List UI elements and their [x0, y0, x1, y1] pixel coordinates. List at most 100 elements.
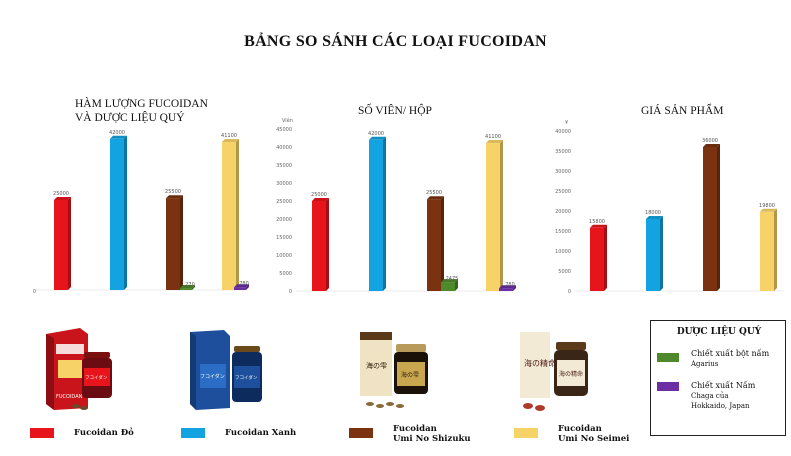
chart-2-bar-2 — [369, 136, 386, 291]
page-title: BẢNG SO SÁNH CÁC LOẠI FUCOIDAN — [244, 33, 547, 50]
legend-label-shizuku-line1: Fucoidan — [393, 424, 437, 434]
chart-2-y-tick-label: 25000 — [276, 199, 292, 205]
chart-2-y-tick-label: 5000 — [279, 271, 292, 277]
chart-1-bar-4 — [222, 139, 239, 290]
herb-legend-box: DƯỢC LIỆU QUÝ Chiết xuất bột nấm Agarius… — [650, 320, 786, 436]
fucoidan-red-package-icon: FUCOIDAN フコイダン — [46, 328, 112, 410]
chart-2-bar-1 — [312, 198, 329, 291]
chart-1-herb-data-label: 780 — [239, 281, 249, 287]
chart-3-y-tick-label: 10000 — [555, 249, 571, 255]
chart-3-title-line1: GIÁ SẢN PHẨM — [641, 105, 724, 117]
umi-no-shizuku-package-icon: 海の雫 海の雫 — [360, 332, 428, 408]
herb-swatch-green — [657, 353, 679, 362]
chart-3-data-label: 19800 — [759, 203, 775, 209]
chart-2-data-label: 25500 — [426, 190, 442, 196]
chart-1-herb-bar-2 — [234, 284, 249, 290]
chart-3-bar-4 — [760, 208, 777, 291]
legend-label-red: Fucoidan Đỏ — [74, 428, 134, 438]
chart-2-data-label: 42000 — [368, 131, 384, 137]
chart-2-y-tick-label: 35000 — [276, 163, 292, 169]
chart-1-title: HÀM LƯỢNG FUCOIDAN VÀ DƯỢC LIỆU QUÝ — [75, 97, 208, 125]
chart-2-y-tick-label: 15000 — [276, 235, 292, 241]
chart-3-data-label: 36000 — [702, 138, 718, 144]
legend-swatch-brown — [349, 428, 373, 438]
herb-chaga-line3: Hokkaido, Japan — [691, 402, 750, 410]
herb-swatch-purple — [657, 382, 679, 391]
chart-3-y-tick-label: 5000 — [558, 269, 571, 275]
chart-3-data-label: 15800 — [589, 219, 605, 225]
legend-label-seimei-line1: Fucoidan — [558, 424, 602, 434]
herb-chaga-line2: Chaga của — [691, 392, 729, 400]
chart-1-y-tick-label: 0 — [33, 289, 36, 295]
chart-3-data-label: 18000 — [645, 210, 661, 216]
chart-2-y-tick-label: 45000 — [276, 127, 292, 133]
chart-1-data-label: 41100 — [221, 133, 237, 139]
legend-swatch-yellow — [514, 428, 538, 438]
chart-2-y-tick-label: 40000 — [276, 145, 292, 151]
blue-jar-text: フコイダン — [235, 374, 258, 381]
chart-3-y-tick-label: 30000 — [555, 169, 571, 175]
chart-2-bar-3 — [427, 196, 444, 291]
chart-3-y-unit-label: ¥ — [565, 120, 568, 126]
legend-item-fucoidan-red: Fucoidan Đỏ — [30, 428, 134, 438]
chart-2-title: SỐ VIÊN/ HỘP — [358, 104, 432, 118]
chart-3-title: GIÁ SẢN PHẨM — [641, 104, 723, 118]
umi-no-seimei-package-icon: 海の精命 海の精命 — [520, 332, 588, 411]
chart-1-bar-3 — [166, 195, 183, 290]
chart-2-y-unit-label: Viên — [282, 117, 293, 124]
chart-2-herb-data-label: 780 — [505, 282, 515, 288]
chart-2-y-tick-label: 0 — [289, 289, 292, 295]
chart-2-herb-bar-2 — [499, 285, 516, 291]
legend-item-umi-no-shizuku: Fucoidan Umi No Shizuku — [349, 424, 471, 444]
chart-3-y-tick-label: 20000 — [555, 209, 571, 215]
chart-2-herb-data-label: 2475 — [446, 276, 459, 282]
chart-1-data-label: 42000 — [109, 130, 125, 136]
shizuku-box-text: 海の雫 — [366, 361, 387, 370]
chart-2-herb-bar-1 — [441, 279, 458, 291]
chart-1-herb-data-label: 270 — [185, 282, 195, 288]
chart-1-data-label: 25500 — [165, 189, 181, 195]
legend-item-umi-no-seimei: Fucoidan Umi No Seimei — [514, 424, 629, 444]
legend-swatch-red — [30, 428, 54, 438]
chart-3-bar-2 — [646, 216, 663, 291]
chart-2-bar-4 — [486, 140, 503, 291]
red-jar-text: フコイダン — [85, 374, 108, 381]
chart-1-herb-bar-1 — [180, 285, 195, 290]
chart-3-y-tick-label: 0 — [568, 289, 571, 295]
chart-3-y-tick-label: 15000 — [555, 229, 571, 235]
chart-2-y-tick-label: 30000 — [276, 181, 292, 187]
legend-label-blue: Fucoidan Xanh — [225, 428, 297, 438]
herb-agarius-line1: Chiết xuất bột nấm — [691, 349, 770, 358]
chart-2-y-tick-label: 10000 — [276, 253, 292, 259]
chart-1-title-line1: HÀM LƯỢNG FUCOIDAN — [75, 98, 208, 110]
chart-3-y-tick-label: 25000 — [555, 189, 571, 195]
shizuku-jar-text: 海の雫 — [401, 371, 419, 379]
chart-2-data-label: 25000 — [311, 192, 327, 198]
legend-swatch-blue — [181, 428, 205, 438]
chart-2-data-label: 41100 — [485, 134, 501, 140]
chart-3-y-tick-label: 40000 — [555, 129, 571, 135]
herb-legend-item-agarius: Chiết xuất bột nấm Agarius — [657, 349, 769, 369]
chart-2-title-line1: SỐ VIÊN/ HỘP — [358, 105, 432, 117]
herb-chaga-line1: Chiết xuất Nấm — [691, 381, 756, 390]
herb-legend-item-chaga: Chiết xuất Nấm Chaga của Hokkaido, Japan — [657, 381, 755, 411]
chart-1-bar-2 — [110, 135, 127, 290]
red-box-text: FUCOIDAN — [56, 394, 83, 400]
legend-item-fucoidan-blue: Fucoidan Xanh — [181, 428, 296, 438]
herb-legend-title: DƯỢC LIỆU QUÝ — [676, 327, 762, 337]
chart-3-bar-3 — [703, 144, 720, 291]
chart-1-data-label: 25000 — [53, 191, 69, 197]
chart-1-bar-1 — [54, 197, 71, 290]
fucoidan-blue-package-icon: フコイダン フコイダン — [190, 330, 262, 410]
chart-2-y-tick-label: 20000 — [276, 217, 292, 223]
chart-3-y-tick-label: 35000 — [555, 149, 571, 155]
seimei-box-text: 海の精命 — [524, 358, 556, 368]
legend-label-seimei-line2: Umi No Seimei — [558, 434, 630, 444]
chart-3-bar-1 — [590, 224, 607, 291]
herb-agarius-line2: Agarius — [691, 360, 719, 368]
blue-box-text: フコイダン — [200, 373, 225, 380]
legend-label-shizuku-line2: Umi No Shizuku — [393, 434, 471, 444]
